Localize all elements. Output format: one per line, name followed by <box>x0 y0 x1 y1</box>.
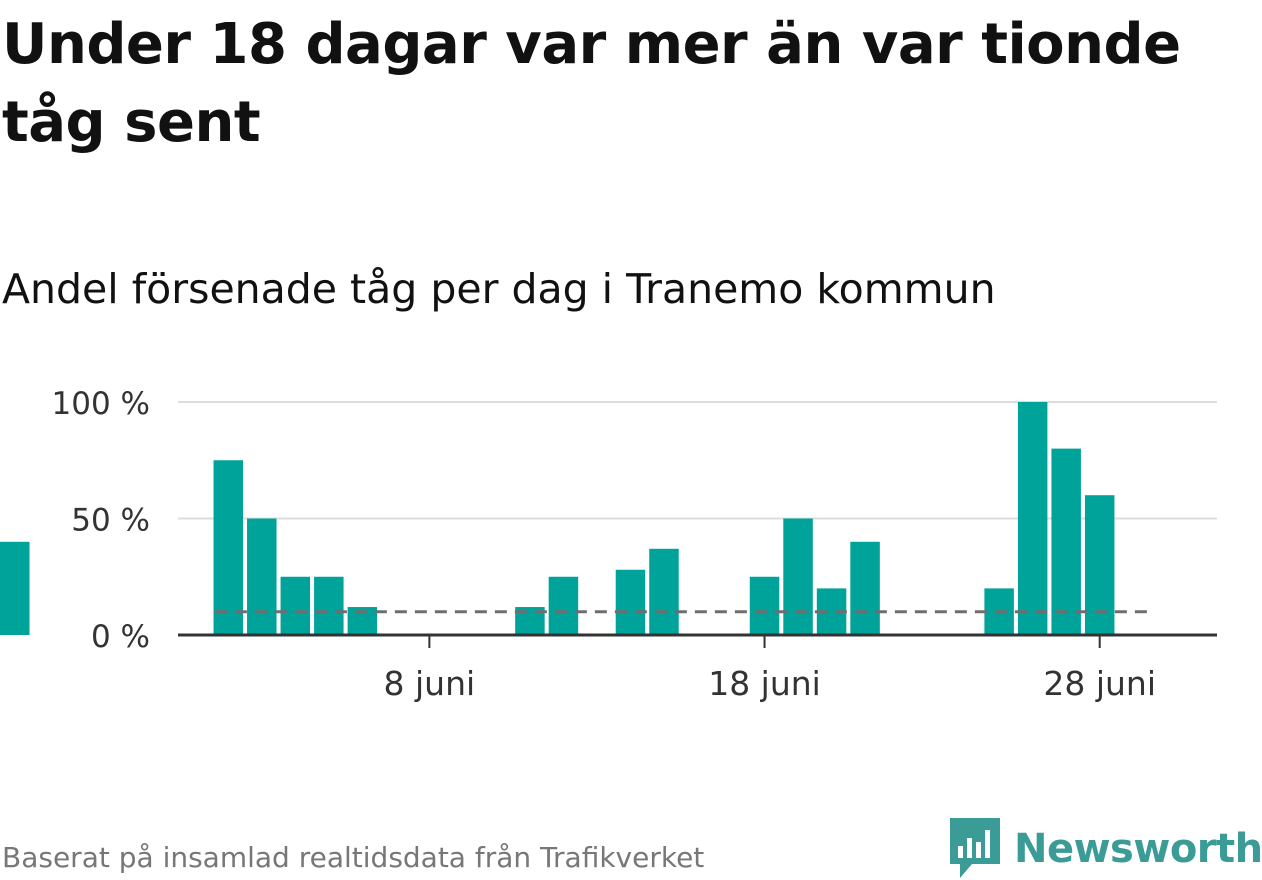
bar <box>247 518 277 635</box>
bar <box>1084 495 1115 635</box>
y-tick-label: 50 % <box>71 503 150 539</box>
source-note: Baserat på insamlad realtidsdata från Tr… <box>2 841 705 874</box>
bar <box>649 548 679 635</box>
axes: 0 % 50 % 100 % 8 juni 18 juni 28 juni <box>52 386 1217 703</box>
chart-subtitle: Andel försenade tåg per dag i Tranemo ko… <box>2 265 996 313</box>
y-tick-label: 100 % <box>52 386 150 422</box>
bar <box>850 541 880 635</box>
bar <box>749 576 780 635</box>
bar-chart: 0 % 50 % 100 % 8 juni 18 juni 28 juni <box>0 386 1217 703</box>
bar <box>314 576 344 635</box>
x-tick-label: 28 juni <box>1043 664 1156 703</box>
bar <box>783 518 813 635</box>
y-tick-label: 0 % <box>91 619 150 655</box>
newsworthy-logo-icon <box>950 818 1000 878</box>
bar <box>280 576 311 635</box>
brand-name: Newsworthy <box>1014 826 1262 872</box>
x-tick-label: 8 juni <box>384 664 476 703</box>
bar <box>1051 448 1081 635</box>
bar <box>1017 402 1048 635</box>
brand-logo: Newsworthy <box>950 818 1262 880</box>
bars <box>0 402 1115 635</box>
bar <box>213 460 244 635</box>
bar <box>548 576 579 635</box>
chart-title: Under 18 dagar var mer än var tionde tåg… <box>2 12 1181 155</box>
bar <box>615 569 646 635</box>
bar <box>0 541 30 635</box>
x-tick-label: 18 juni <box>708 664 821 703</box>
